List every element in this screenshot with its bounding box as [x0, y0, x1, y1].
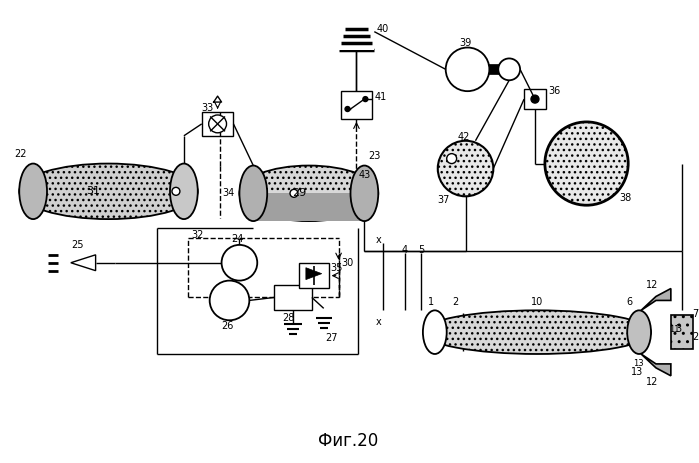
Text: 5: 5: [418, 245, 424, 255]
Bar: [340, 91, 373, 119]
Text: 2: 2: [693, 332, 699, 342]
Text: 12: 12: [646, 280, 658, 289]
Text: 23: 23: [368, 150, 381, 161]
Text: 36: 36: [548, 86, 560, 96]
Ellipse shape: [423, 310, 651, 354]
Circle shape: [438, 141, 493, 196]
Polygon shape: [641, 288, 671, 310]
Text: 38: 38: [619, 193, 631, 203]
Text: Фиг.20: Фиг.20: [318, 432, 379, 450]
Text: 26: 26: [222, 321, 234, 331]
Bar: [338, 45, 374, 50]
Text: 39: 39: [460, 38, 472, 48]
Circle shape: [210, 281, 250, 320]
Circle shape: [447, 154, 456, 163]
Text: 6: 6: [626, 297, 633, 307]
Bar: [274, 285, 312, 310]
Bar: [253, 194, 364, 221]
Text: 35: 35: [331, 263, 343, 273]
Bar: [299, 263, 329, 288]
Text: 11: 11: [669, 325, 679, 334]
Text: x: x: [375, 317, 381, 327]
Text: 13: 13: [631, 367, 643, 377]
Text: x: x: [375, 235, 381, 245]
Text: 30: 30: [342, 258, 354, 268]
Text: 41: 41: [374, 92, 387, 102]
Text: 28: 28: [282, 313, 294, 323]
Text: 43: 43: [359, 170, 370, 181]
Ellipse shape: [627, 310, 651, 354]
Text: 7: 7: [693, 309, 699, 319]
Text: 25: 25: [71, 240, 83, 250]
Ellipse shape: [20, 163, 47, 219]
Text: 40: 40: [376, 24, 389, 34]
Circle shape: [209, 115, 226, 133]
Ellipse shape: [20, 163, 198, 219]
Polygon shape: [641, 354, 671, 376]
Circle shape: [545, 122, 628, 205]
Text: 27: 27: [326, 333, 338, 343]
Bar: [524, 89, 546, 109]
Circle shape: [498, 58, 520, 80]
Text: 24: 24: [231, 234, 244, 244]
Text: 1: 1: [428, 297, 434, 307]
Text: 32: 32: [192, 230, 204, 240]
Circle shape: [172, 188, 180, 195]
Polygon shape: [306, 268, 322, 280]
Text: 10: 10: [531, 297, 543, 307]
Ellipse shape: [240, 166, 378, 221]
Ellipse shape: [240, 166, 267, 221]
Text: 34: 34: [222, 188, 235, 198]
Text: 2: 2: [453, 297, 459, 307]
Text: 37: 37: [438, 195, 450, 205]
Circle shape: [345, 106, 350, 112]
Circle shape: [290, 189, 298, 197]
Bar: [202, 112, 233, 136]
Circle shape: [222, 245, 257, 281]
Circle shape: [531, 95, 539, 103]
Text: 13: 13: [633, 359, 644, 369]
Ellipse shape: [350, 166, 378, 221]
Circle shape: [446, 48, 489, 91]
Circle shape: [363, 97, 368, 101]
Bar: [485, 64, 499, 74]
Ellipse shape: [170, 163, 198, 219]
Text: 3: 3: [676, 324, 682, 334]
Bar: [671, 315, 693, 349]
Text: 12: 12: [646, 377, 658, 387]
Text: 22: 22: [14, 149, 27, 159]
Text: 33: 33: [202, 103, 214, 113]
Ellipse shape: [423, 310, 447, 354]
Text: 4: 4: [401, 245, 408, 255]
Text: 31: 31: [87, 186, 101, 196]
Text: 29: 29: [291, 188, 306, 198]
Text: 42: 42: [458, 132, 470, 142]
